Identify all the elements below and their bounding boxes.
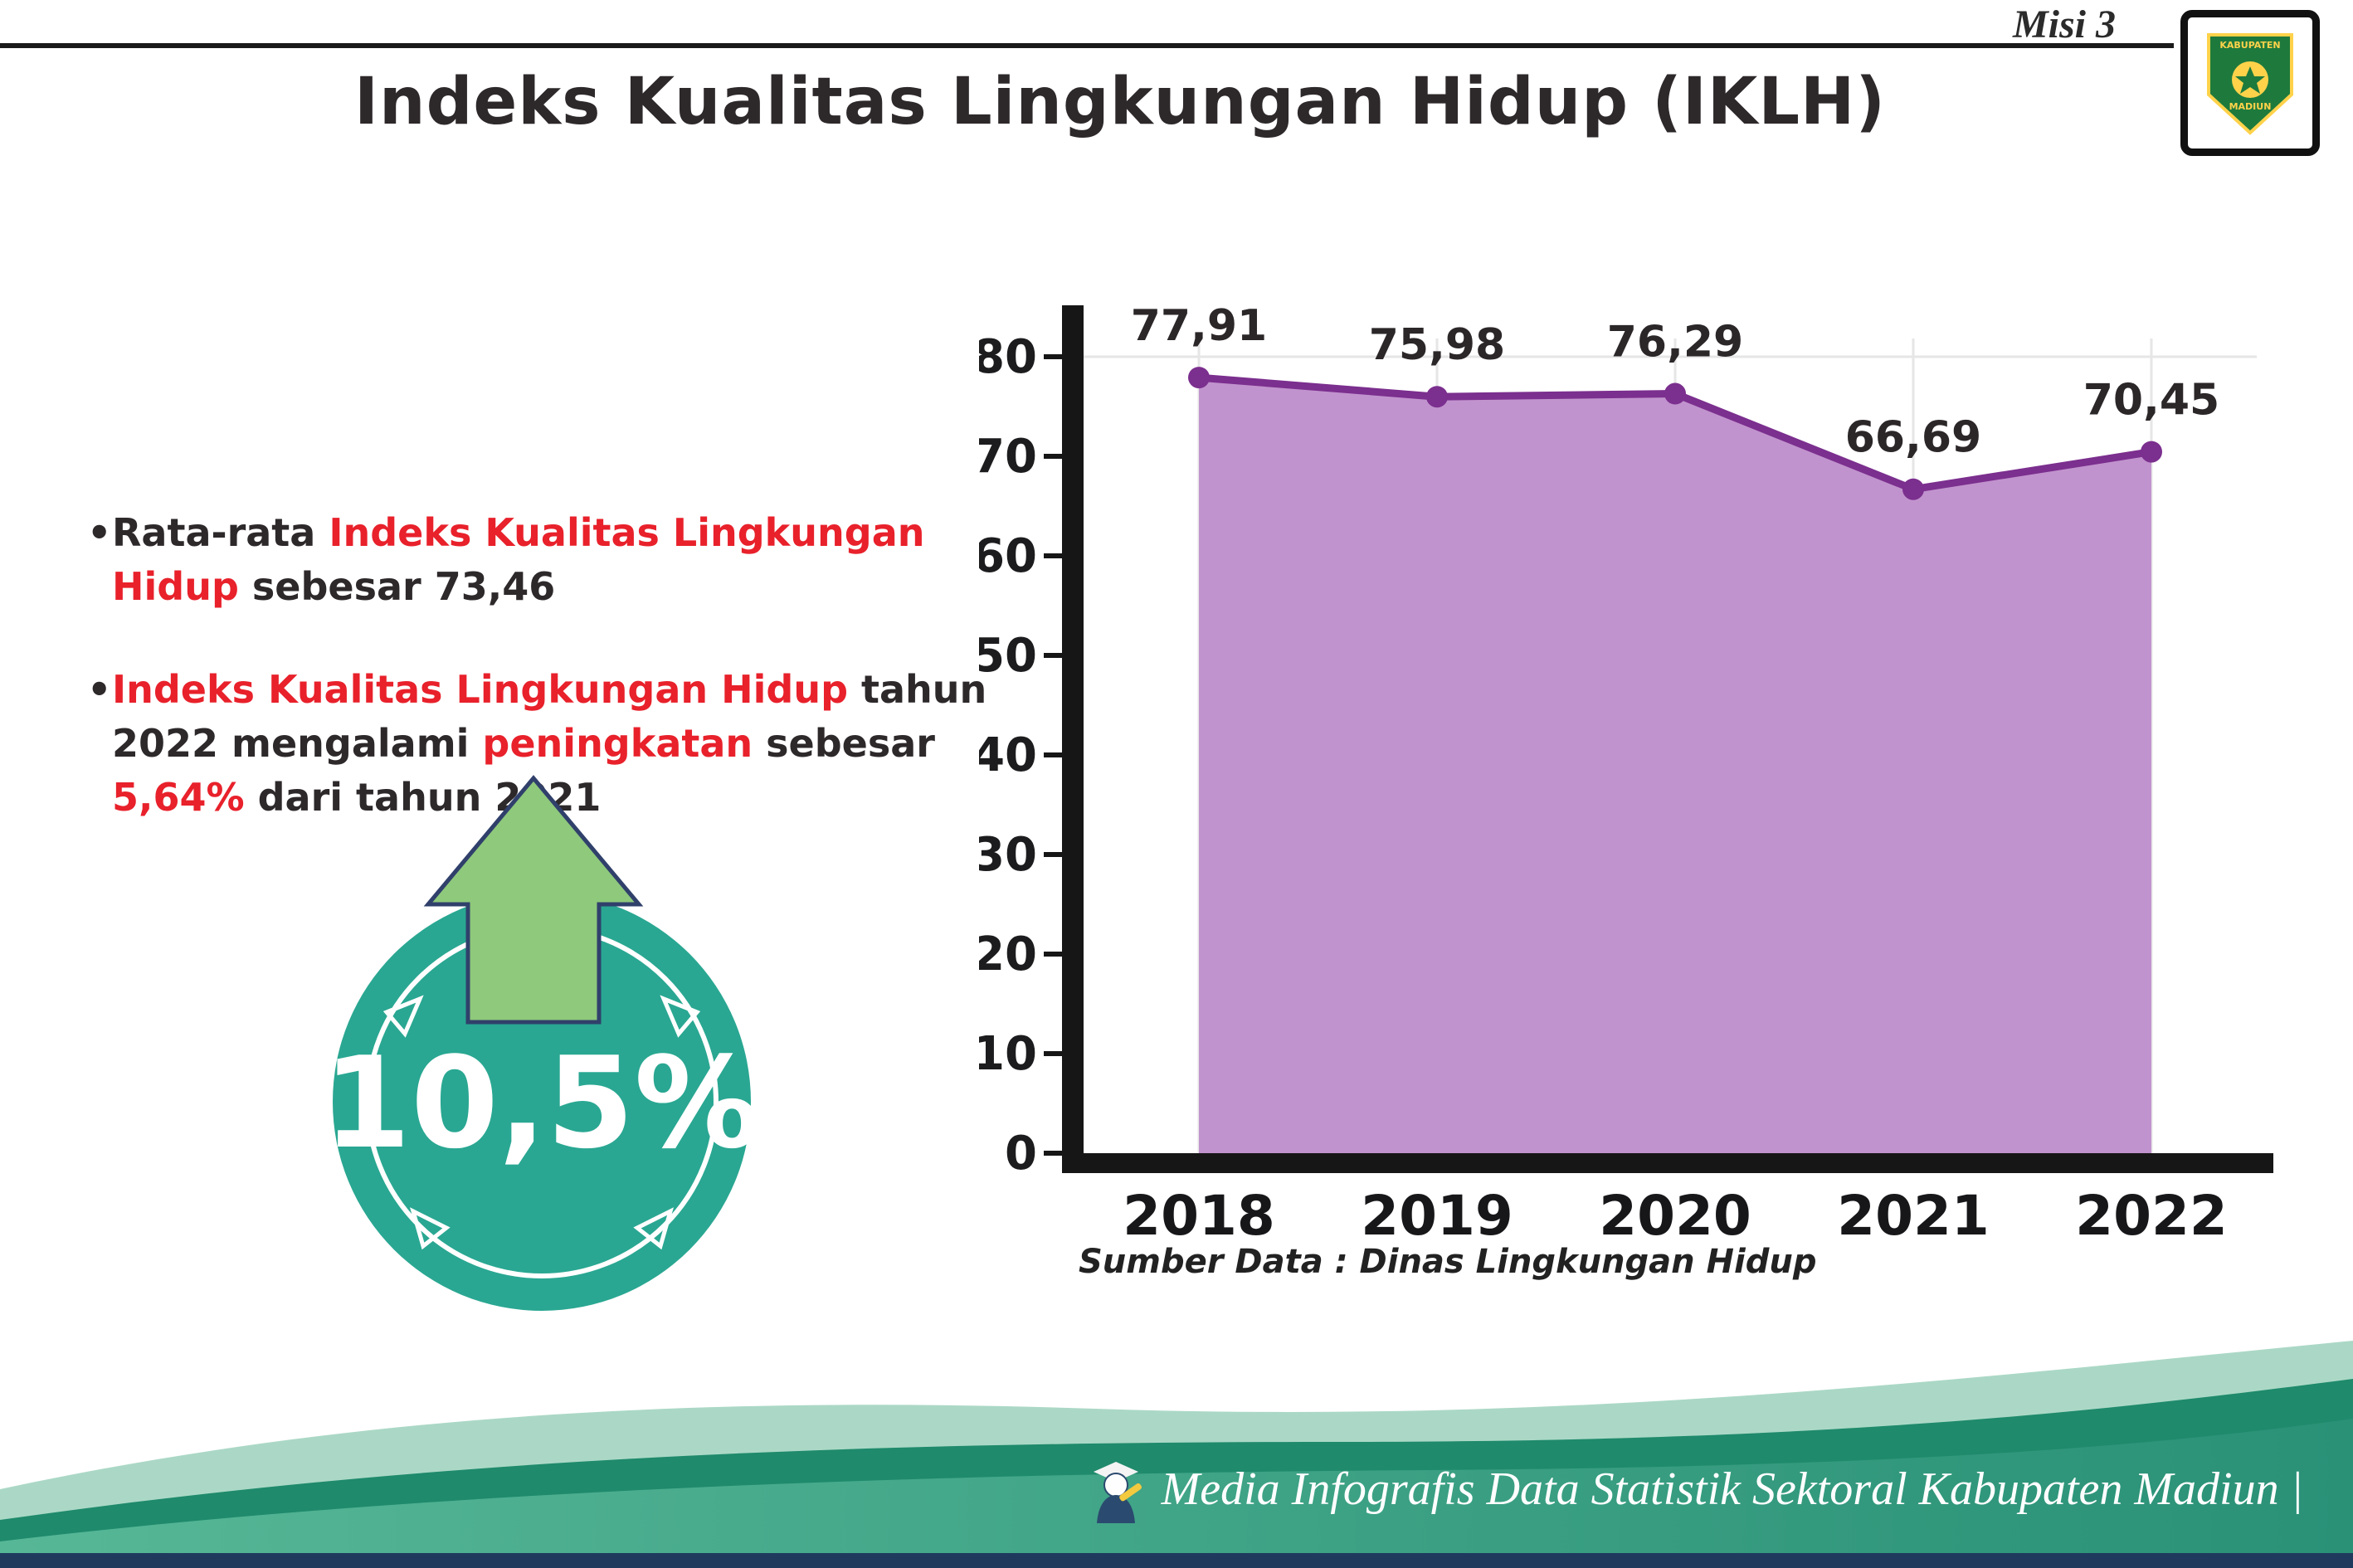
ring-triangle-se-icon [633, 1207, 674, 1250]
y-tick-label: 80 [979, 330, 1037, 384]
footer-bottom-strip [0, 1553, 2353, 1568]
y-tick-label: 20 [979, 928, 1037, 981]
x-category-label: 2019 [1361, 1184, 1513, 1248]
ring-triangle-sw-icon [410, 1207, 451, 1250]
badge-value: 10,5% [323, 1030, 760, 1176]
bullet-list: • Rata-rata Indeks Kualitas Lingkungan Hi… [87, 506, 1008, 874]
bullet-dot: • [87, 510, 112, 555]
ring-triangle-ne-icon [660, 995, 701, 1038]
footer-wave-main [0, 1419, 2353, 1568]
y-tick [1044, 354, 1062, 359]
x-category-label: 2021 [1837, 1184, 1990, 1248]
bullet-text: Rata-rata Indeks Kualitas Lingkungan Hid… [112, 510, 925, 610]
y-tick [1044, 553, 1062, 558]
logo-crest: KABUPATEN MADIUN [2207, 33, 2293, 135]
y-tick [1044, 952, 1062, 957]
y-tick [1044, 1151, 1062, 1156]
x-category-label: 2022 [2075, 1184, 2228, 1248]
x-category-label: 2018 [1123, 1184, 1275, 1248]
footer-waves [0, 1341, 2353, 1568]
y-tick [1044, 653, 1062, 658]
badge-circle [333, 893, 751, 1311]
data-point [1664, 382, 1686, 405]
iklh-area-chart: 77,91 75,98 76,29 66,69 70,45 0 10 20 30 40 50 60 70… [979, 301, 2273, 1248]
y-tick [1044, 852, 1062, 857]
y-tick-label: 60 [979, 529, 1037, 583]
data-point [1902, 478, 1924, 500]
area-fill [1199, 377, 2151, 1153]
value-label: 70,45 [2083, 376, 2219, 426]
bullet-item: • Rata-rata Indeks Kualitas Lingkungan Hi… [87, 506, 1008, 615]
data-point [1426, 386, 1448, 408]
value-label: 76,29 [1607, 318, 1743, 368]
x-category-label: 2020 [1599, 1184, 1751, 1248]
kabupaten-madiun-logo: KABUPATEN MADIUN [2180, 10, 2320, 156]
logo-text-bottom: MADIUN [2229, 101, 2272, 112]
chart-source: Sumber Data : Dinas Lingkungan Hidup [1079, 1243, 1817, 1281]
increase-badge: 10,5% [323, 775, 761, 1311]
misi-label: Misi 3 [2012, 2, 2116, 46]
value-label: 66,69 [1845, 413, 1981, 463]
value-label: 77,91 [1131, 301, 1267, 351]
value-label: 75,98 [1369, 320, 1505, 370]
footer-text: Media Infografis Data Statistik Sektoral… [1161, 1463, 2303, 1515]
mascot-icon [1093, 1462, 1142, 1523]
y-axis [1062, 305, 1084, 1173]
logo-text-top: KABUPATEN [2219, 40, 2280, 51]
data-point [2141, 441, 2162, 463]
y-tick-label: 10 [979, 1027, 1037, 1081]
bullet-dot: • [87, 666, 112, 712]
y-tick-label: 50 [979, 629, 1037, 683]
y-tick [1044, 752, 1062, 757]
y-tick-label: 40 [979, 728, 1037, 782]
x-axis [1062, 1153, 2273, 1173]
bullet-item: • Indeks Kualitas Lingkungan Hidup tahun … [87, 663, 1008, 825]
ring-triangle-nw-icon [382, 995, 424, 1038]
y-tick-label: 30 [979, 828, 1037, 882]
y-tick-label: 0 [1005, 1127, 1037, 1181]
bullet-text: Indeks Kualitas Lingkungan Hidup tahun 2… [112, 666, 987, 821]
page-title: Indeks Kualitas Lingkungan Hidup (IKLH) [354, 65, 1886, 139]
y-tick-label: 70 [979, 430, 1037, 484]
data-point [1188, 367, 1210, 389]
footer-caption: Media Infografis Data Statistik Sektoral… [1085, 1454, 2303, 1525]
up-arrow-icon [423, 775, 644, 1025]
y-tick [1044, 454, 1062, 459]
header-rule [0, 43, 2174, 48]
y-tick [1044, 1051, 1062, 1056]
